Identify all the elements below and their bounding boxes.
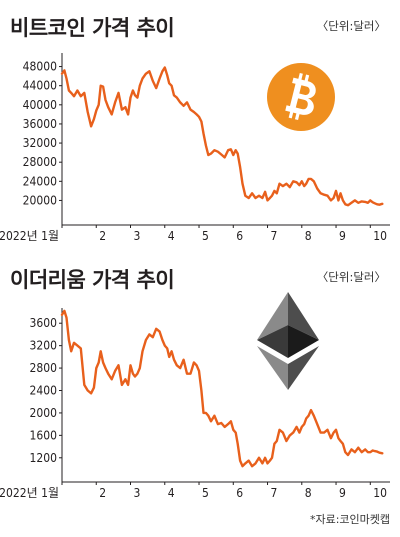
x-tick-label: 8 [305,229,312,243]
price-line [60,309,384,468]
ethereum-icon [257,292,319,390]
y-tick-label: 2000 [30,406,58,420]
x-tick-label: 2022년 1월 [0,486,59,500]
x-tick-label: 9 [339,229,346,243]
y-tick-label: 20000 [23,193,57,207]
y-tick-label: 44000 [23,79,57,93]
unit-label: 〈단위:달러〉 [316,270,386,284]
x-tick-label: 2 [99,229,106,243]
y-tick-label: 32000 [23,136,57,150]
x-tick-label: 6 [236,229,243,243]
x-tick-label: 7 [271,486,278,500]
x-tick-label: 10 [373,486,387,500]
bitcoin-icon [267,63,335,131]
x-tick-label: 3 [134,486,141,500]
y-tick-label: 2400 [30,384,58,398]
x-tick-label: 5 [202,229,209,243]
x-tick-label: 8 [305,486,312,500]
bitcoin-chart-panel: 비트코인 가격 추이 〈단위:달러〉 20000 24000 28000 32000 3… [0,0,400,262]
y-tick-label: 40000 [23,98,57,112]
y-tick-label: 1200 [30,451,58,465]
y-tick-label: 3600 [30,316,58,330]
y-tick-label: 48000 [23,60,57,74]
ethereum-chart-panel: 이더리움 가격 추이 〈단위:달러〉 1200 1600 2000 2400 2800 3… [0,262,400,537]
x-tick-label: 4 [168,486,175,500]
price-line [60,66,384,207]
x-tick-label: 2022년 1월 [0,229,59,243]
y-tick-label: 36000 [23,117,57,131]
y-tick-label: 1600 [30,428,58,442]
x-tick-label: 5 [202,486,209,500]
x-tick-label: 7 [271,229,278,243]
y-tick-label: 24000 [23,174,57,188]
y-tick-label: 3200 [30,339,58,353]
x-tick-label: 4 [168,229,175,243]
x-tick-label: 10 [373,229,387,243]
ethereum-line-chart: 1200 1600 2000 2400 2800 3200 3600 2022년 1월 2 3 4 5… [0,308,390,500]
chart-title: 이더리움 가격 추이 [10,268,175,292]
x-tick-label: 2 [99,486,106,500]
x-tick-label: 6 [236,486,243,500]
y-tick-label: 28000 [23,155,57,169]
x-tick-label: 3 [134,229,141,243]
source-note: *자료:코인마켓캡 [309,513,390,526]
y-tick-label: 2800 [30,361,58,375]
unit-label: 〈단위:달러〉 [316,19,386,33]
bitcoin-line-chart: 20000 24000 28000 32000 36000 40000 44000 48000… [0,53,390,243]
chart-title: 비트코인 가격 추이 [10,16,175,40]
x-tick-label: 9 [339,486,346,500]
